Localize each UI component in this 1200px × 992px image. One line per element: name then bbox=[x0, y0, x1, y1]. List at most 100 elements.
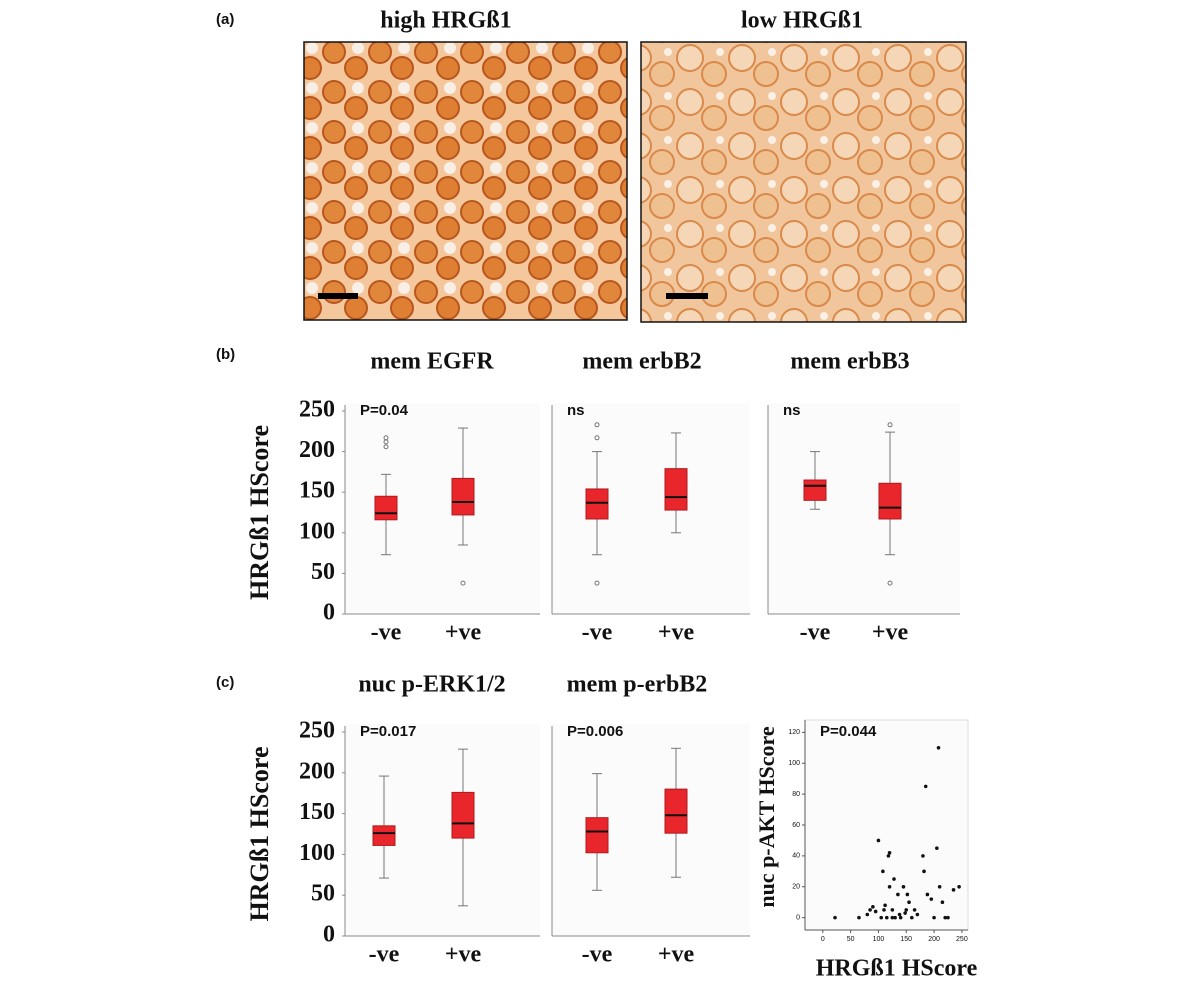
point bbox=[886, 854, 891, 858]
annotation: P=0.006 bbox=[567, 723, 623, 740]
x-tick-label: -ve bbox=[582, 620, 613, 646]
point bbox=[943, 915, 947, 920]
plot-area bbox=[552, 403, 750, 614]
box bbox=[372, 825, 396, 846]
outlier bbox=[383, 444, 389, 450]
point bbox=[868, 908, 872, 912]
outlier bbox=[594, 580, 600, 586]
point bbox=[936, 745, 941, 750]
y-tick-label: 120 bbox=[788, 729, 800, 736]
x-tick-label: 250 bbox=[956, 936, 968, 943]
point bbox=[921, 854, 925, 858]
panel-label: (a) bbox=[216, 11, 234, 28]
box bbox=[451, 477, 475, 516]
y-tick-label: 250 bbox=[299, 718, 335, 744]
y-tick-label: 100 bbox=[299, 840, 335, 866]
box bbox=[803, 479, 827, 501]
point bbox=[887, 850, 892, 855]
point bbox=[892, 877, 896, 881]
point bbox=[929, 897, 934, 901]
point bbox=[890, 915, 895, 920]
point bbox=[887, 884, 892, 889]
point bbox=[932, 915, 936, 920]
point bbox=[923, 784, 928, 789]
outlier bbox=[383, 439, 389, 445]
point bbox=[905, 892, 910, 897]
x-tick-label: 200 bbox=[928, 936, 940, 943]
plot-area bbox=[768, 403, 960, 614]
x-tick-label: -ve bbox=[800, 620, 831, 646]
point bbox=[890, 908, 895, 912]
point bbox=[940, 900, 945, 905]
box bbox=[664, 468, 688, 511]
box bbox=[374, 495, 398, 521]
y-tick-label: 200 bbox=[299, 758, 335, 784]
y-tick-label: 0 bbox=[796, 914, 800, 921]
y-axis-label: HRGß1 HScore bbox=[245, 425, 274, 600]
plot-area bbox=[552, 724, 750, 936]
chart-title: mem EGFR bbox=[370, 349, 494, 375]
y-tick-label: 100 bbox=[788, 760, 800, 767]
point bbox=[871, 905, 875, 909]
point bbox=[898, 915, 903, 920]
x-tick-label: -ve bbox=[582, 942, 613, 968]
y-tick-label: 60 bbox=[792, 822, 800, 829]
y-tick-label: 80 bbox=[792, 791, 800, 798]
x-tick-label: 100 bbox=[873, 936, 885, 943]
point bbox=[879, 915, 884, 920]
point bbox=[881, 869, 885, 874]
point bbox=[897, 912, 902, 917]
point bbox=[925, 892, 930, 897]
x-tick-label: 0 bbox=[821, 936, 825, 943]
y-tick-label: 150 bbox=[299, 799, 335, 825]
chart-title: mem erbB2 bbox=[582, 349, 701, 375]
point bbox=[957, 884, 961, 889]
y-axis-label: nuc p-AKT HScore bbox=[754, 726, 779, 908]
point bbox=[912, 908, 917, 912]
point bbox=[876, 838, 881, 843]
chart-title: mem p-erbB2 bbox=[567, 672, 708, 698]
point bbox=[884, 915, 889, 920]
micrograph-title: low HRGß1 bbox=[741, 8, 863, 34]
point bbox=[935, 846, 939, 850]
y-tick-label: 20 bbox=[792, 884, 800, 891]
box bbox=[585, 488, 609, 520]
x-tick-label: +ve bbox=[658, 942, 695, 968]
x-tick-label: +ve bbox=[445, 942, 482, 968]
outlier bbox=[887, 422, 893, 428]
y-tick-label: 50 bbox=[311, 881, 335, 907]
point bbox=[915, 912, 920, 917]
x-axis-label: HRGß1 HScore bbox=[816, 956, 978, 982]
outlier bbox=[887, 580, 893, 586]
chart-title: nuc p-ERK1/2 bbox=[358, 672, 505, 698]
box bbox=[878, 482, 902, 520]
annotation: P=0.017 bbox=[360, 723, 416, 740]
point bbox=[857, 915, 861, 920]
y-axis-label: HRGß1 HScore bbox=[245, 746, 274, 921]
y-tick-label: 40 bbox=[792, 853, 800, 860]
point bbox=[903, 911, 907, 915]
plot-area bbox=[345, 403, 540, 614]
point bbox=[910, 915, 914, 920]
outlier bbox=[594, 422, 600, 428]
annotation: P=0.04 bbox=[360, 402, 409, 419]
point bbox=[833, 915, 837, 920]
point bbox=[901, 884, 906, 889]
annotation: ns bbox=[783, 402, 801, 419]
point bbox=[882, 908, 886, 912]
panel-label: (b) bbox=[216, 346, 235, 363]
point bbox=[893, 915, 897, 920]
point bbox=[896, 892, 900, 897]
micrograph-title: high HRGß1 bbox=[380, 8, 511, 34]
point bbox=[883, 903, 887, 908]
y-tick-label: 50 bbox=[311, 559, 335, 585]
y-tick-label: 0 bbox=[323, 600, 335, 626]
x-tick-label: 150 bbox=[900, 936, 912, 943]
x-tick-label: -ve bbox=[369, 942, 400, 968]
outlier bbox=[460, 580, 466, 586]
x-tick-label: +ve bbox=[445, 620, 482, 646]
box bbox=[451, 791, 475, 839]
y-tick-label: 150 bbox=[299, 478, 335, 504]
annotation: P=0.044 bbox=[820, 723, 877, 740]
